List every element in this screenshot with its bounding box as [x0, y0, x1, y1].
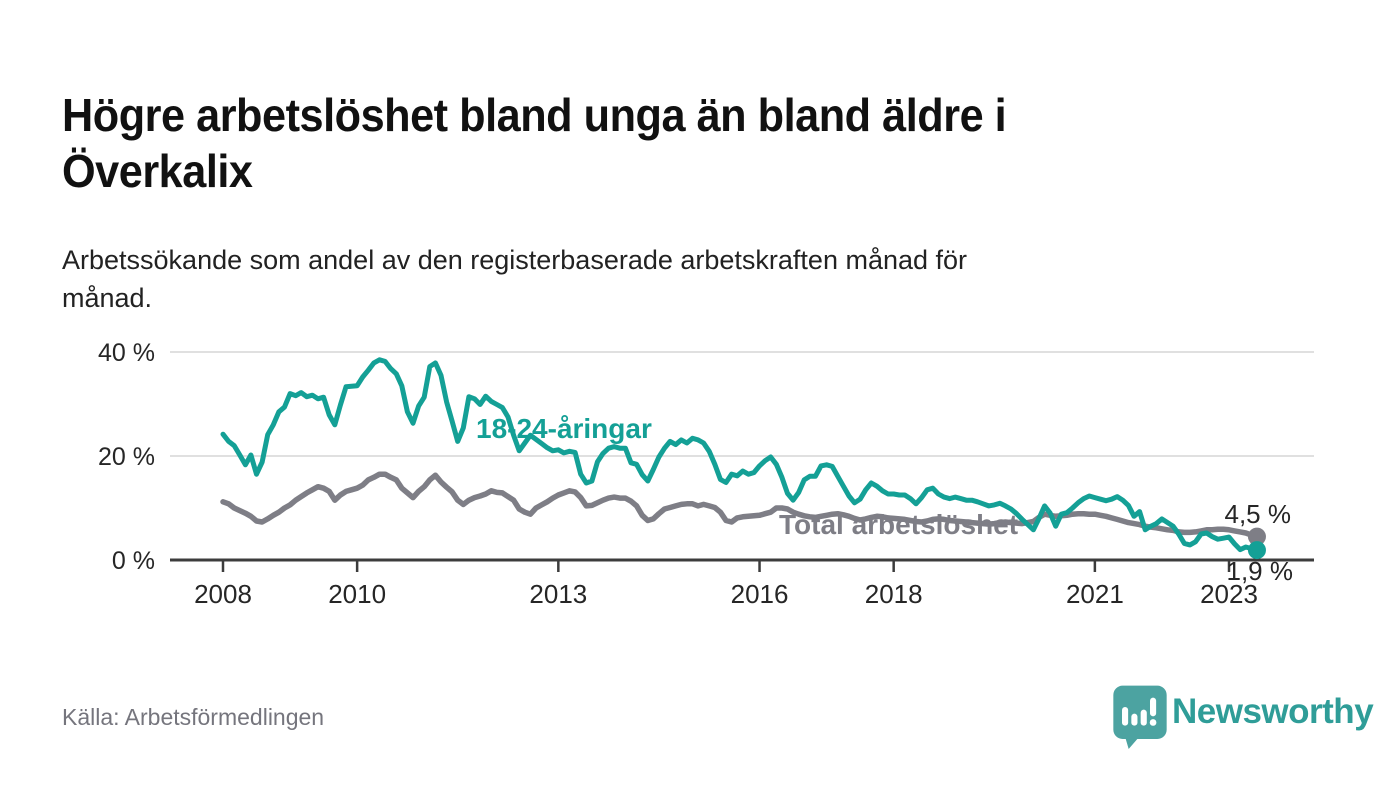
page-subtitle-line-1: Arbetssökande som andel av den registerb… [62, 245, 968, 275]
y-tick-label: 40 % [98, 339, 155, 367]
source-note: Källa: Arbetsförmedlingen [62, 704, 325, 730]
x-tick-label-2021: 2021 [1066, 579, 1124, 609]
bar-chart-glyph [1122, 697, 1157, 726]
axes: 0 % 20 % 40 % 2008 2010 2013 2016 2018 2021 2023 [98, 339, 1314, 609]
x-tick-label-2023: 2023 [1200, 579, 1258, 609]
end-value-label-young: 1,9 % [1227, 556, 1294, 586]
page-title: Högre arbetslöshet bland unga än bland ä… [62, 87, 1237, 199]
page-subtitle-line-2: månad. [62, 283, 153, 313]
newsworthy-logo: Newsworthy [1112, 684, 1374, 754]
exclamation-dot [1149, 719, 1157, 726]
gridlines [170, 351, 1314, 457]
page-subtitle: Arbetssökande som andel av den registerb… [62, 241, 1282, 317]
y-tick-label: 0 % [112, 547, 155, 575]
x-tick-label-2008: 2008 [194, 579, 252, 609]
y-tick-label: 20 % [98, 443, 155, 471]
exclamation-bar [1150, 697, 1157, 717]
end-dot-young [1247, 541, 1266, 560]
line-chart-svg: 0 %20 %40 %2008 2010 2013 2016 2018 2021 2023 … [98, 339, 1314, 609]
speech-bubble-shape [1113, 685, 1167, 749]
end-dot-total [1247, 527, 1266, 546]
newsworthy-logo-icon [1113, 685, 1167, 749]
x-tick-label-2010: 2010 [328, 579, 386, 609]
series-line-total [220, 471, 1260, 540]
x-tick-label-2018: 2018 [865, 579, 923, 609]
series-line-young [220, 357, 1260, 553]
end-value-label-total: 4,5 % [1225, 499, 1292, 529]
series-label-young: 18-24-åringar [476, 413, 652, 444]
line-chart: 0 % 20 % 40 % 2008 2010 2013 2016 2018 2021 2023 … [0, 330, 1400, 630]
x-tick-label-2013: 2013 [529, 579, 587, 609]
series-label-total: Total arbetslöshet [779, 509, 1018, 540]
x-tick-label-2016: 2016 [731, 579, 789, 609]
page-title-line-2: Överkalix [62, 144, 253, 197]
series-lines [220, 357, 1266, 560]
newsworthy-logo-text: Newsworthy [1172, 692, 1374, 731]
page-title-line-1: Högre arbetslöshet bland unga än bland ä… [62, 88, 1007, 141]
